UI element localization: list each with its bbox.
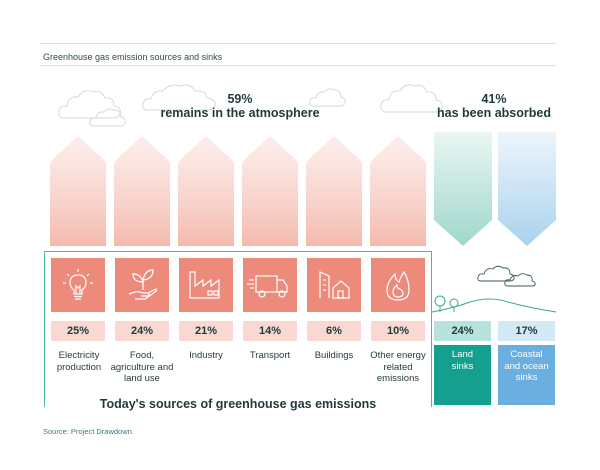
- arrow-buildings: [306, 136, 362, 246]
- source-percent: 24%: [115, 321, 169, 341]
- source-label: Transport: [249, 350, 291, 361]
- cloud-icon: [309, 88, 346, 107]
- absorbed-headline: 41% has been absorbed: [424, 92, 564, 120]
- ocean-sink-label: Coastal and ocean sinks: [498, 345, 555, 405]
- flame-icon: [386, 270, 410, 301]
- source-label: Other energy related emissions: [370, 350, 426, 384]
- ocean-sink-percent: 17%: [498, 321, 555, 341]
- source-percent: 21%: [179, 321, 233, 341]
- lightbulb-icon: [63, 269, 93, 300]
- land-sink-text: Land sinks: [451, 349, 474, 372]
- source-label: Electricity production: [56, 350, 102, 373]
- atmosphere-headline: 59% remains in the atmosphere: [150, 92, 330, 120]
- absorbed-text: has been absorbed: [437, 106, 551, 120]
- cloud-icon: [89, 108, 126, 127]
- tile-other: [371, 258, 425, 312]
- arrow-other: [370, 136, 426, 246]
- page-title: Greenhouse gas emission sources and sink…: [43, 52, 223, 62]
- top-rule: [40, 43, 556, 44]
- cloud-icon: [58, 90, 121, 119]
- atmosphere-text: remains in the atmosphere: [160, 106, 320, 120]
- tile-industry: [179, 258, 233, 312]
- land-sink-label: Land sinks: [434, 345, 491, 405]
- source-note: Source: Project Drawdown.: [43, 427, 134, 436]
- atmosphere-percent: 59%: [227, 92, 253, 106]
- arrow-food: [114, 136, 170, 246]
- arrow-ocean-sink: [498, 132, 556, 246]
- cloud-icon: [380, 84, 443, 113]
- land-sink-percent: 24%: [434, 321, 491, 341]
- sources-heading: Today's sources of greenhouse gas emissi…: [99, 397, 377, 411]
- arrow-land-sink: [434, 132, 492, 246]
- title-rule: [40, 65, 556, 66]
- tile-transport: [243, 258, 297, 312]
- source-percent: 25%: [51, 321, 105, 341]
- tile-electricity: [51, 258, 105, 312]
- arrow-electricity: [50, 136, 106, 246]
- plant-hand-icon: [128, 269, 157, 300]
- source-percent: 10%: [371, 321, 425, 341]
- source-percent: 6%: [307, 321, 361, 341]
- factory-icon: [189, 271, 220, 299]
- arrow-transport: [242, 136, 298, 246]
- cloud-icon: [142, 84, 216, 111]
- absorbed-percent: 41%: [481, 92, 507, 106]
- source-percent: 14%: [243, 321, 297, 341]
- arrow-industry: [178, 136, 234, 246]
- source-label: Food, agriculture and land use: [110, 350, 174, 384]
- source-label: Industry: [189, 350, 223, 361]
- source-label: Buildings: [314, 350, 354, 361]
- sources-frame: [44, 251, 432, 407]
- tile-food: [115, 258, 169, 312]
- buildings-icon: [319, 271, 350, 299]
- tile-buildings: [307, 258, 361, 312]
- ocean-sink-text: Coastal and ocean sinks: [504, 349, 549, 383]
- truck-icon: [247, 275, 288, 298]
